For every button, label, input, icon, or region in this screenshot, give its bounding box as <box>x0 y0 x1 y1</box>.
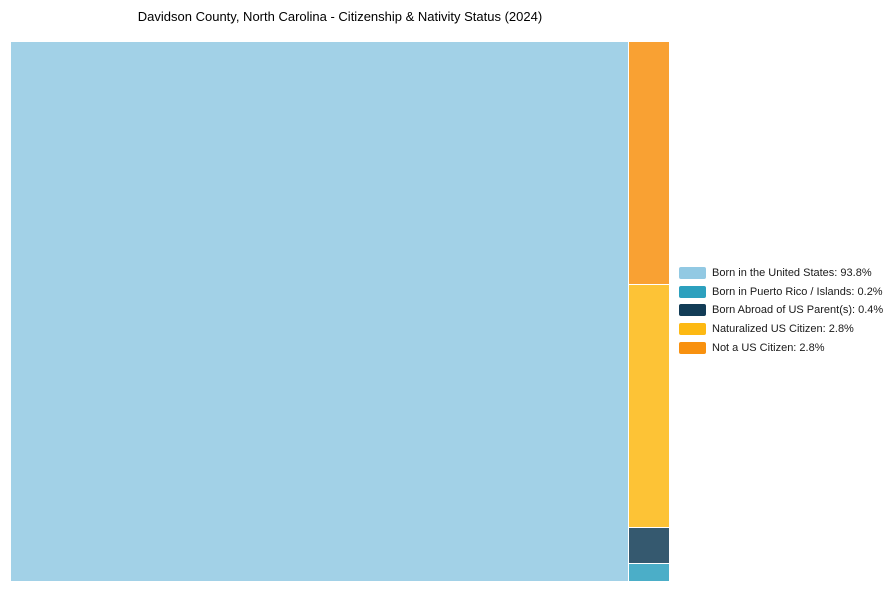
legend: Born in the United States: 93.8% Born in… <box>679 264 883 357</box>
legend-swatch-icon <box>679 341 706 354</box>
legend-item-label: Born in the United States: 93.8% <box>712 267 872 280</box>
legend-item-born-in-the-united-states[interactable]: Born in the United States: 93.8% <box>679 264 883 283</box>
tile-born-in-puerto-rico-islands[interactable] <box>629 564 669 581</box>
legend-item-born-in-puerto-rico-islands[interactable]: Born in Puerto Rico / Islands: 0.2% <box>679 283 883 302</box>
tile-born-abroad-of-us-parents[interactable] <box>629 528 669 563</box>
legend-item-label: Not a US Citizen: 2.8% <box>712 341 825 354</box>
tile-naturalized-us-citizen[interactable] <box>629 285 669 527</box>
legend-item-not-a-us-citizen[interactable]: Not a US Citizen: 2.8% <box>679 338 883 357</box>
legend-swatch-icon <box>679 285 706 298</box>
legend-item-born-abroad-of-us-parents[interactable]: Born Abroad of US Parent(s): 0.4% <box>679 301 883 320</box>
legend-item-label: Naturalized US Citizen: 2.8% <box>712 323 854 336</box>
legend-swatch-icon <box>679 267 706 280</box>
chart-title: Davidson County, North Carolina - Citize… <box>137 9 543 24</box>
legend-swatch-icon <box>679 323 706 336</box>
legend-item-label: Born in Puerto Rico / Islands: 0.2% <box>712 285 883 298</box>
tile-born-in-the-united-states[interactable] <box>11 42 628 581</box>
treemap <box>11 42 669 581</box>
legend-item-naturalized-us-citizen[interactable]: Naturalized US Citizen: 2.8% <box>679 320 883 339</box>
tile-not-a-us-citizen[interactable] <box>629 42 669 284</box>
legend-swatch-icon <box>679 304 706 317</box>
legend-item-label: Born Abroad of US Parent(s): 0.4% <box>712 304 884 317</box>
